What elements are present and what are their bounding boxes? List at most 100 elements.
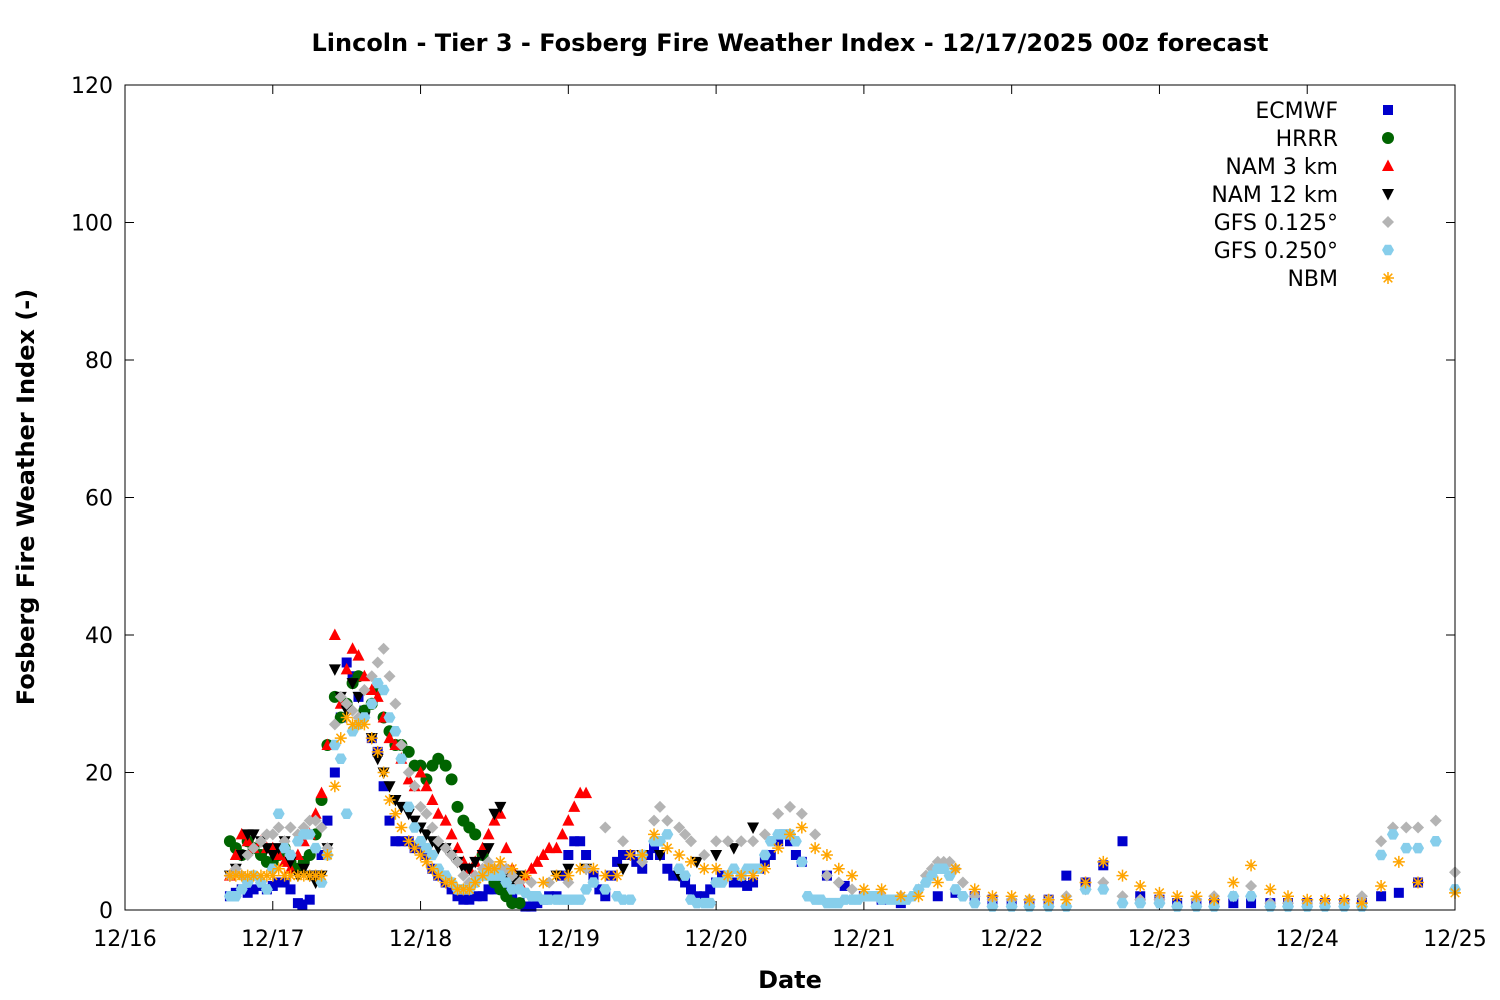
data-point-gfs-0-250 — [1190, 901, 1203, 912]
data-point-gfs-0-125 — [426, 821, 439, 834]
data-point-nbm — [820, 849, 833, 861]
data-point-nam-3-km — [414, 766, 427, 778]
data-point-gfs-0-125 — [432, 835, 445, 848]
legend-marker-hrrr — [1382, 132, 1394, 144]
data-point-gfs-0-250 — [426, 849, 439, 861]
legend-label-gfs-0-125: GFS 0.125° — [1214, 211, 1338, 236]
data-point-nam-12-km — [383, 781, 396, 793]
data-point-nam-12-km — [617, 863, 630, 876]
data-point-nbm — [550, 869, 563, 882]
data-point-ecmwf — [458, 894, 469, 905]
data-point-nbm — [389, 807, 402, 820]
data-point-gfs-0-250 — [303, 829, 316, 840]
data-point-nam-3-km — [235, 827, 248, 840]
data-point-gfs-0-125 — [309, 814, 322, 827]
data-point-ecmwf — [483, 884, 494, 895]
data-point-gfs-0-250 — [1153, 897, 1166, 909]
data-point-ecmwf — [341, 657, 352, 668]
data-point-ecmwf — [748, 877, 759, 888]
data-point-ecmwf — [273, 877, 284, 888]
data-point-nbm — [272, 862, 285, 875]
legend-marker-nam-3-km — [1382, 159, 1394, 171]
data-point-gfs-0-250 — [1264, 901, 1277, 912]
data-point-hrrr — [414, 759, 427, 772]
data-point-gfs-0-250 — [1386, 829, 1399, 840]
data-point-nbm — [266, 869, 279, 882]
data-point-ecmwf — [532, 898, 543, 909]
x-tick-label: 12/24 — [1276, 927, 1339, 952]
data-point-nbm — [432, 869, 445, 882]
data-point-nam-3-km — [358, 669, 371, 682]
data-point-nbm — [673, 849, 686, 861]
data-point-nam-3-km — [383, 731, 396, 744]
data-point-nam-3-km — [309, 807, 322, 819]
data-point-gfs-0-250 — [574, 894, 587, 905]
data-point-gfs-0-125 — [809, 828, 822, 841]
data-point-ecmwf — [662, 863, 673, 874]
data-point-nam-3-km — [315, 786, 328, 799]
data-point-nbm — [426, 862, 439, 875]
data-point-nbm — [383, 794, 396, 806]
data-point-nam-3-km — [352, 649, 365, 661]
data-point-ecmwf — [285, 884, 296, 895]
y-tick-label: 40 — [85, 624, 113, 649]
data-point-nam-3-km — [482, 827, 495, 840]
data-point-ecmwf — [699, 891, 710, 902]
y-tick-label: 60 — [85, 487, 113, 512]
data-point-gfs-0-125 — [254, 835, 267, 848]
plot-points — [223, 628, 1461, 912]
data-point-nbm — [587, 862, 600, 875]
data-point-ecmwf — [742, 880, 753, 891]
data-point-nam-3-km — [328, 628, 341, 640]
data-point-ecmwf — [1228, 898, 1239, 909]
data-point-nam-3-km — [229, 848, 242, 860]
data-point-ecmwf — [668, 870, 679, 881]
data-point-gfs-0-125 — [1400, 821, 1413, 834]
data-point-gfs-0-125 — [684, 835, 697, 848]
data-point-gfs-0-250 — [968, 897, 981, 909]
data-point-nbm — [469, 876, 482, 889]
data-point-ecmwf — [685, 884, 696, 895]
data-point-nam-12-km — [420, 829, 433, 841]
data-point-gfs-0-250 — [789, 836, 802, 847]
data-point-gfs-0-250 — [1375, 849, 1388, 861]
data-point-gfs-0-125 — [846, 883, 859, 896]
data-point-gfs-0-125 — [1412, 821, 1425, 834]
data-point-nbm — [599, 869, 612, 882]
data-point-gfs-0-125 — [648, 814, 661, 827]
data-point-gfs-0-125 — [735, 835, 748, 848]
data-point-ecmwf — [1376, 891, 1387, 902]
data-point-gfs-0-250 — [1116, 897, 1129, 909]
data-point-nam-12-km — [352, 691, 365, 704]
data-point-gfs-0-125 — [820, 869, 833, 882]
data-point-nbm — [1079, 876, 1092, 889]
data-point-gfs-0-125 — [284, 821, 297, 834]
data-point-nam-12-km — [247, 829, 260, 841]
data-point-nam-12-km — [260, 843, 273, 855]
data-point-gfs-0-250 — [727, 863, 740, 874]
data-point-ecmwf — [378, 781, 389, 792]
data-point-gfs-0-125 — [402, 766, 415, 779]
data-point-nam-12-km — [371, 753, 384, 766]
data-point-ecmwf — [1393, 887, 1404, 898]
data-point-ecmwf — [705, 884, 716, 895]
data-point-nbm — [1116, 869, 1129, 882]
data-point-nbm — [1190, 890, 1203, 903]
data-point-gfs-0-250 — [365, 698, 378, 709]
data-point-gfs-0-250 — [334, 753, 347, 764]
data-point-ecmwf — [600, 891, 611, 902]
legend-marker-gfs-0-250 — [1382, 244, 1394, 256]
data-point-nbm — [414, 849, 427, 861]
legend-label-nam-12-km: NAM 12 km — [1211, 183, 1338, 208]
x-tick-label: 12/21 — [832, 927, 895, 952]
data-point-nbm — [1355, 897, 1368, 910]
data-point-nbm — [365, 732, 378, 745]
data-point-nbm — [611, 869, 624, 882]
data-point-gfs-0-125 — [698, 849, 711, 861]
data-point-gfs-0-250 — [704, 897, 717, 909]
data-point-nbm — [1412, 876, 1425, 889]
data-point-nbm — [284, 869, 297, 882]
data-point-ecmwf — [322, 815, 333, 826]
data-point-nbm — [1208, 893, 1221, 906]
data-point-gfs-0-250 — [1282, 901, 1295, 912]
